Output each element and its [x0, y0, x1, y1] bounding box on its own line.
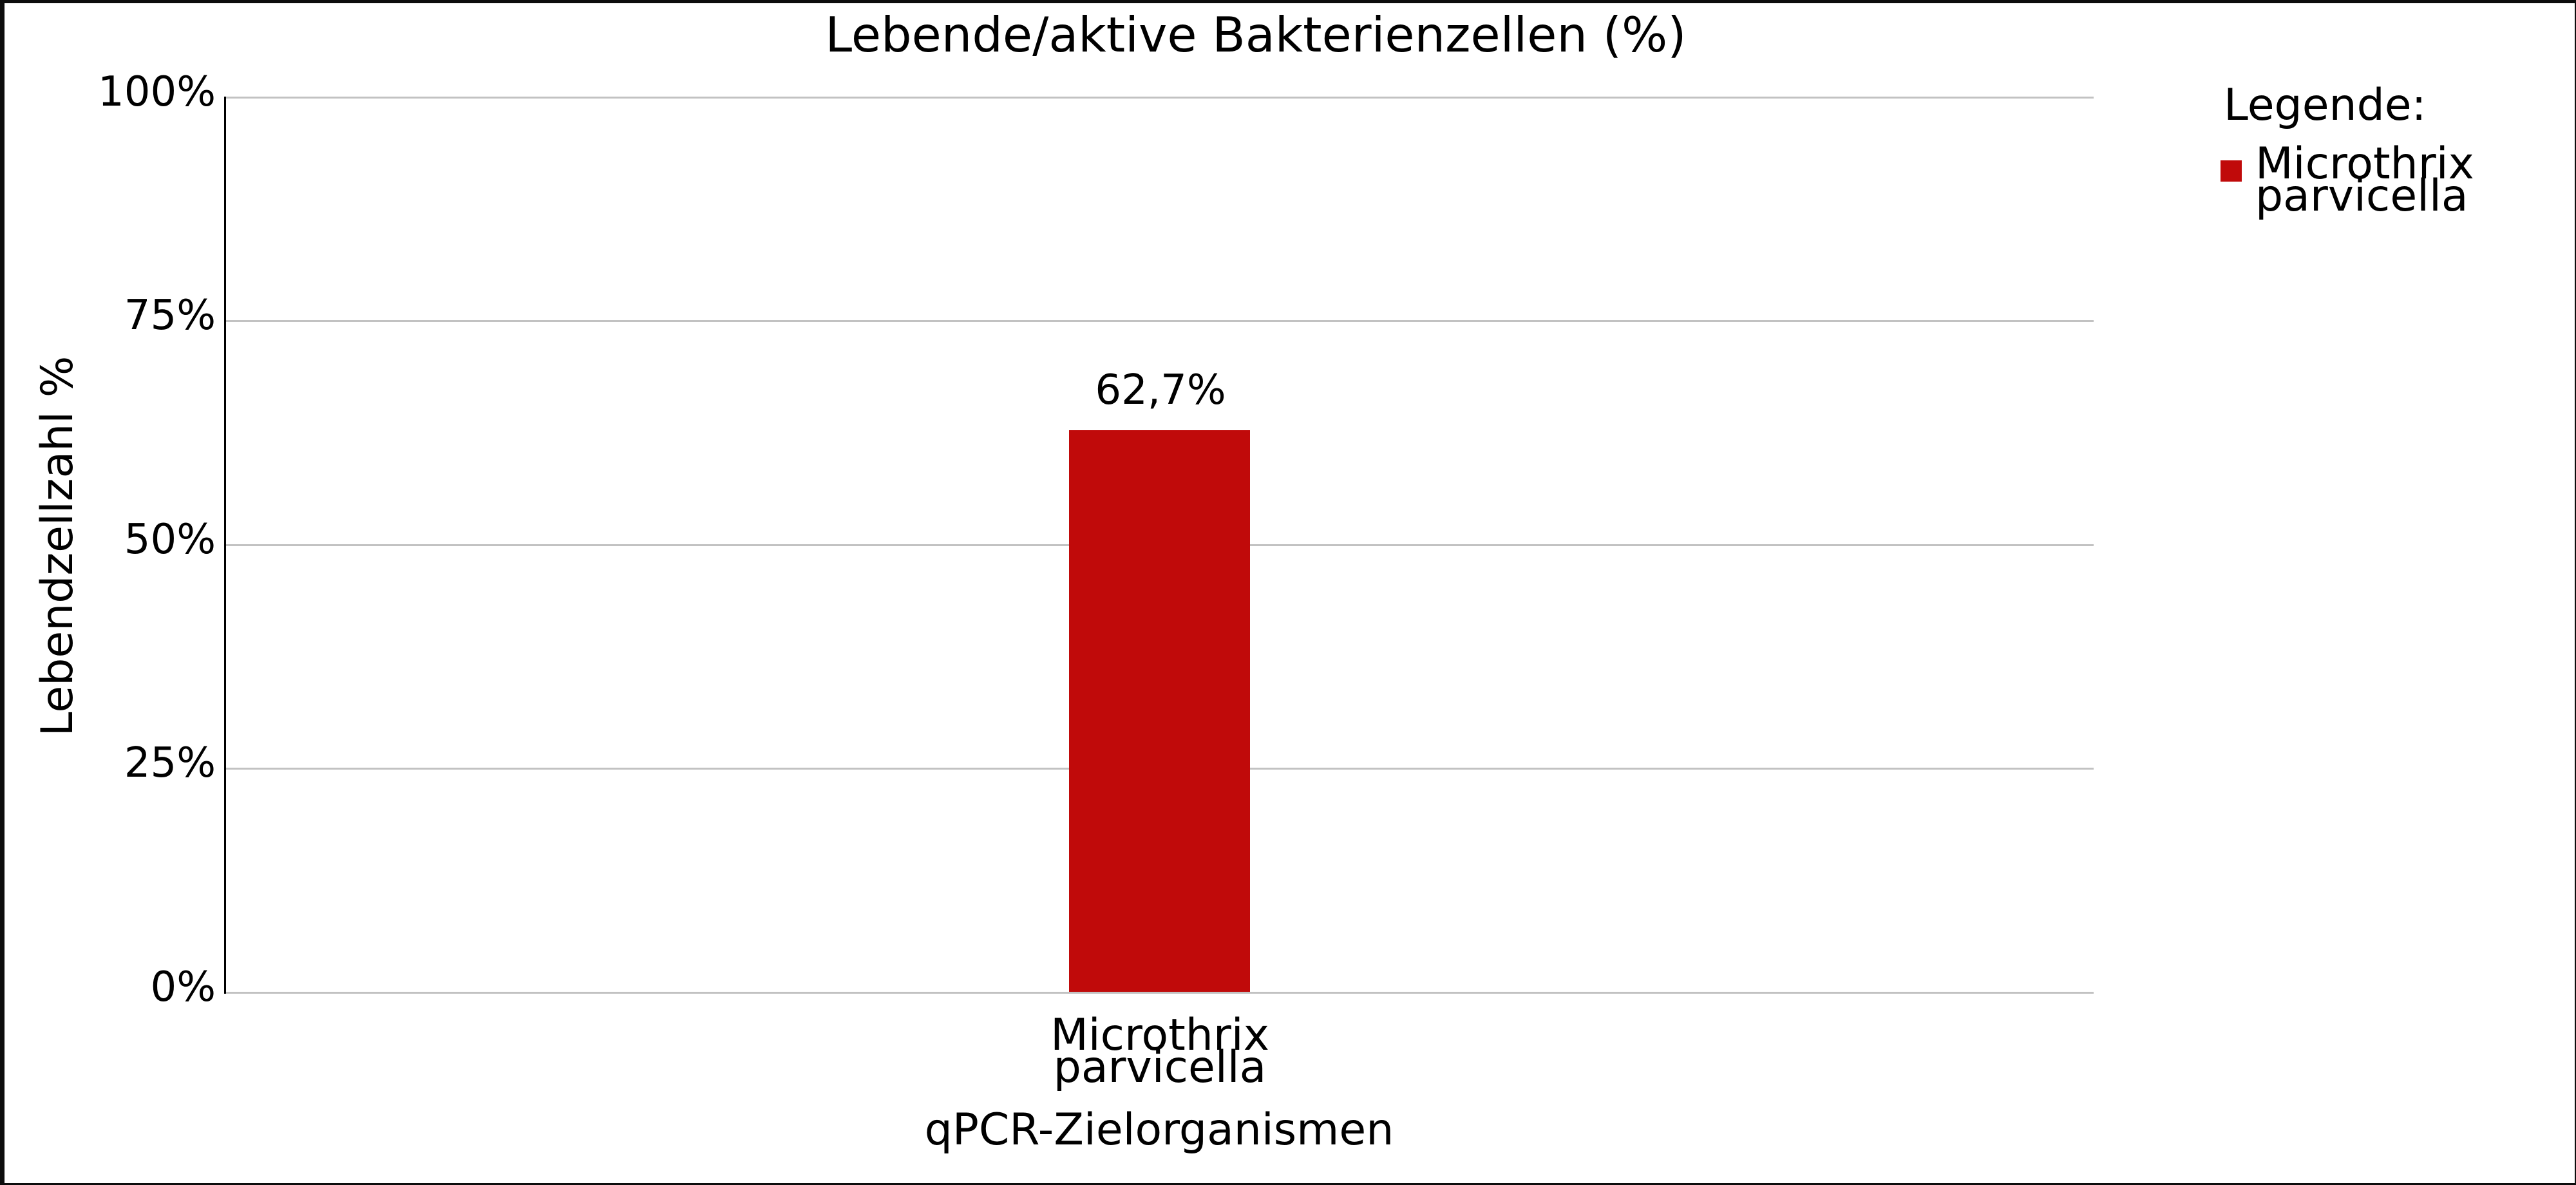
y-axis-line	[224, 97, 226, 994]
legend-heading: Legende:	[2224, 80, 2427, 131]
y-tick-label-75: 75%	[124, 292, 216, 339]
y-tick-label-50: 50%	[124, 516, 216, 564]
y-tick-label-100: 100%	[98, 68, 216, 116]
x-category-label: Microthrix parvicella	[967, 1010, 1353, 1093]
chart-title: Lebende/aktive Bakterienzellen (%)	[825, 6, 1687, 63]
legend-item-label-line1: Microthrix	[2255, 138, 2474, 189]
y-tick-label-0: 0%	[150, 963, 216, 1011]
bar-value-label: 62,7%	[1095, 366, 1226, 414]
gridline-0pct	[225, 992, 2094, 994]
gridline-100pct	[225, 97, 2094, 99]
y-axis-title: Lebendzellzahl %	[32, 356, 83, 737]
legend-item-label-line2: parvicella	[2255, 171, 2468, 222]
legend-swatch-microthrix	[2221, 160, 2242, 182]
y-tick-label-25: 25%	[124, 739, 216, 787]
x-category-label-line1: Microthrix	[1050, 1010, 1269, 1061]
legend-item-label: Microthrix parvicella	[2255, 138, 2474, 222]
gridline-75pct	[225, 320, 2094, 322]
x-category-label-line2: parvicella	[1053, 1042, 1267, 1093]
bar-microthrix-parvicella	[1069, 430, 1250, 992]
x-axis-title: qPCR-Zielorganismen	[924, 1104, 1394, 1155]
